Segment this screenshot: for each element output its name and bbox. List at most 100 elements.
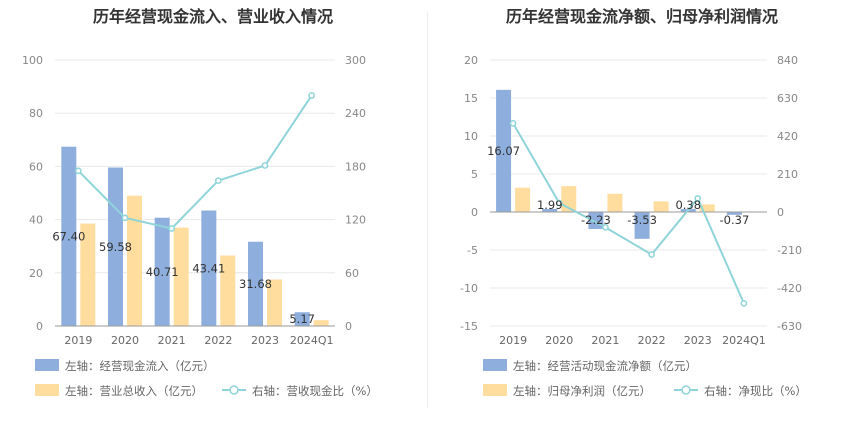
bar-secondary bbox=[653, 201, 669, 212]
right-axis-tick-label: 0 bbox=[777, 206, 784, 219]
left-axis-tick-label: 20 bbox=[29, 267, 43, 280]
bar-primary bbox=[294, 312, 310, 326]
legend-label: 左轴：营业总收入（亿元） bbox=[65, 384, 203, 398]
left-axis-tick-label: 80 bbox=[29, 107, 43, 120]
left-axis-tick-label: 40 bbox=[29, 214, 43, 227]
bar-data-label: 5.17 bbox=[289, 312, 315, 326]
bar-primary bbox=[154, 217, 170, 326]
right-axis-tick-label: -630 bbox=[777, 320, 802, 333]
bar-secondary bbox=[267, 279, 282, 326]
legend-label: 左轴：经营活动现金流净额（亿元） bbox=[513, 359, 697, 373]
x-axis-tick-label: 2020 bbox=[545, 334, 573, 347]
bar-primary bbox=[726, 212, 742, 215]
bar-primary bbox=[108, 167, 123, 326]
bar-secondary bbox=[127, 195, 142, 326]
bar-data-label: 16.07 bbox=[487, 144, 520, 158]
x-axis-tick-label: 2024Q1 bbox=[722, 334, 766, 347]
bar-secondary bbox=[515, 187, 531, 212]
x-axis-tick-label: 2019 bbox=[499, 334, 527, 347]
line-point bbox=[555, 199, 563, 207]
line-point bbox=[168, 225, 176, 232]
bar-secondary bbox=[699, 204, 715, 212]
left-axis-tick-label: 60 bbox=[29, 160, 43, 173]
right-axis-tick-label: 840 bbox=[777, 54, 798, 67]
x-axis-tick-label: 2024Q1 bbox=[290, 334, 334, 347]
line-point bbox=[648, 251, 655, 258]
legend-label: 右轴：净现比（%） bbox=[704, 384, 807, 398]
left-axis-tick-label: -15 bbox=[460, 320, 478, 333]
line-point bbox=[261, 162, 269, 169]
bar-secondary bbox=[607, 193, 623, 212]
left-axis-tick-label: 20 bbox=[464, 54, 478, 67]
bar-data-label: 59.58 bbox=[99, 240, 132, 254]
series-line bbox=[512, 122, 745, 304]
legend-swatch bbox=[35, 359, 59, 371]
left-axis-tick-label: -10 bbox=[460, 282, 478, 295]
line-point bbox=[214, 177, 222, 184]
left-axis-tick-label: 5 bbox=[471, 168, 478, 181]
legend-swatch bbox=[483, 384, 507, 396]
bar-primary bbox=[634, 212, 650, 239]
right-axis-tick-label: 210 bbox=[777, 168, 798, 181]
legend-swatch bbox=[483, 359, 507, 371]
chart-title: 历年经营现金流入、营业收入情况 bbox=[93, 7, 333, 26]
x-axis-tick-label: 2021 bbox=[591, 334, 619, 347]
left-axis-tick-label: 0 bbox=[36, 320, 43, 333]
right-axis-tick-label: 0 bbox=[345, 320, 352, 333]
right-axis-tick-label: 120 bbox=[345, 214, 366, 227]
legend-label: 右轴：营收现金比（%） bbox=[252, 384, 378, 398]
bar-data-label: 0.38 bbox=[675, 198, 701, 212]
bar-data-label: -0.37 bbox=[720, 213, 750, 227]
left-axis-tick-label: 10 bbox=[464, 130, 478, 143]
x-axis-tick-label: 2022 bbox=[638, 334, 666, 347]
legend-label: 左轴：归母净利润（亿元） bbox=[513, 384, 651, 398]
bar-primary bbox=[201, 210, 217, 326]
left-axis-tick-label: 100 bbox=[22, 54, 43, 67]
line-point bbox=[740, 300, 748, 307]
line-point bbox=[694, 195, 702, 202]
legend-swatch bbox=[35, 384, 59, 396]
x-axis-tick-label: 2021 bbox=[158, 334, 186, 347]
legend-swatch-point bbox=[681, 385, 691, 395]
bar-secondary bbox=[220, 255, 236, 326]
bar-primary bbox=[496, 89, 512, 212]
bar-secondary bbox=[313, 320, 329, 326]
bar-data-label: -3.53 bbox=[627, 213, 657, 227]
bar-data-label: 43.41 bbox=[192, 261, 225, 275]
legend-swatch-point bbox=[229, 385, 239, 395]
right-axis-tick-label: 180 bbox=[345, 160, 366, 173]
bar-secondary bbox=[173, 227, 189, 326]
panel-divider bbox=[427, 12, 428, 408]
line-point bbox=[74, 167, 82, 175]
bar-primary bbox=[61, 146, 77, 326]
right-axis-tick-label: 300 bbox=[345, 54, 366, 67]
line-point bbox=[602, 224, 609, 231]
line-point bbox=[509, 119, 517, 127]
x-axis-tick-label: 2020 bbox=[111, 334, 139, 347]
chart-title: 历年经营现金流净额、归母净利润情况 bbox=[506, 7, 778, 26]
right-axis-tick-label: -210 bbox=[777, 244, 802, 257]
right-axis-tick-label: -420 bbox=[777, 282, 802, 295]
bar-data-label: -2.23 bbox=[581, 213, 611, 227]
x-axis-tick-label: 2019 bbox=[64, 334, 92, 347]
left-axis-tick-label: 15 bbox=[464, 92, 478, 105]
bar-data-label: 67.40 bbox=[52, 229, 85, 243]
x-axis-tick-label: 2022 bbox=[204, 334, 232, 347]
line-point bbox=[308, 92, 316, 99]
legend-label: 左轴：经营现金流入（亿元） bbox=[65, 359, 215, 373]
bar-primary bbox=[542, 208, 558, 212]
bar-data-label: 31.68 bbox=[239, 277, 272, 291]
x-axis-tick-label: 2023 bbox=[684, 334, 712, 347]
right-axis-tick-label: 240 bbox=[345, 107, 366, 120]
chart-net-cashflow-profit: 历年经营现金流净额、归母净利润情况 -15 -10 -5 0 5 10 15 20 -630 -42… bbox=[460, 7, 807, 398]
bar-data-label: 40.71 bbox=[146, 265, 179, 279]
chart-cash-inflow-revenue: 历年经营现金流入、营业收入情况 0 20 40 60 80 100 0 60 120 180 240 3… bbox=[22, 7, 378, 398]
line-point bbox=[121, 214, 129, 222]
left-axis-tick-label: -5 bbox=[467, 244, 478, 257]
x-axis-tick-label: 2023 bbox=[251, 334, 279, 347]
bar-secondary bbox=[80, 223, 96, 326]
right-axis-tick-label: 60 bbox=[345, 267, 359, 280]
right-axis-tick-label: 630 bbox=[777, 92, 798, 105]
series-line bbox=[77, 94, 313, 230]
